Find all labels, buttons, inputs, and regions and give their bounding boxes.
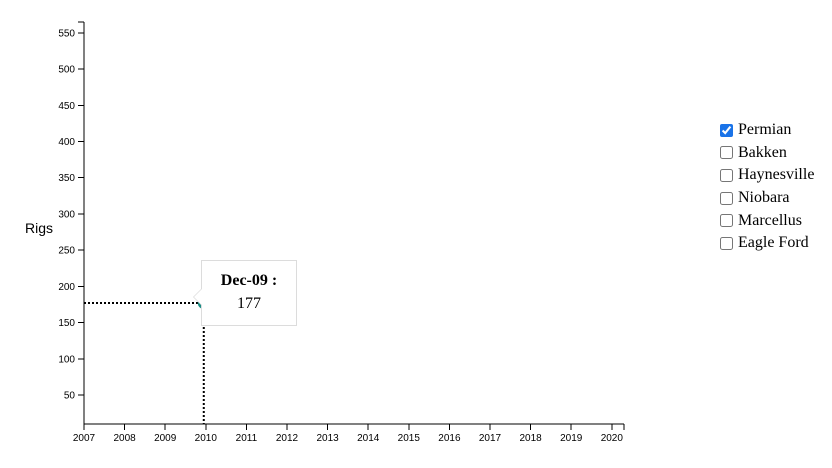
x-tick-label: 2017 [479, 433, 502, 444]
bakken-checkbox[interactable] [720, 146, 733, 160]
x-tick-label: 2012 [276, 433, 299, 444]
tooltip-value: 177 [237, 295, 261, 312]
y-tick-label: 300 [58, 209, 75, 220]
y-axis: 50 100 150 200 250 300 350 400 450 500 550 [58, 21, 85, 424]
y-tick-label: 550 [58, 28, 75, 39]
legend-item-bakken[interactable]: Bakken [719, 142, 814, 165]
haynesville-checkbox[interactable] [720, 168, 733, 182]
x-tick-label: 2011 [236, 433, 258, 444]
legend-item-niobara[interactable]: Niobara [719, 187, 814, 210]
legend-label: Permian [738, 121, 792, 139]
y-axis-label: Rigs [25, 220, 53, 236]
x-tick-label: 2016 [438, 433, 461, 444]
legend-item-permian[interactable]: Permian [719, 119, 814, 142]
x-tick-label: 2007 [73, 433, 96, 444]
x-axis: 2007 2008 2009 2010 2011 2012 2013 2014 2015 2016… [73, 423, 625, 444]
y-tick-label: 200 [58, 282, 75, 293]
x-tick-label: 2009 [154, 433, 177, 444]
y-tick-label: 500 [58, 65, 75, 76]
hover-guide-lines [84, 302, 205, 424]
marcellus-checkbox[interactable] [720, 214, 733, 228]
x-tick-label: 2018 [519, 433, 542, 444]
y-tick-label: 350 [58, 173, 75, 184]
x-tick-label: 2019 [560, 433, 583, 444]
niobara-checkbox[interactable] [720, 191, 733, 205]
permian-checkbox[interactable] [720, 123, 733, 137]
x-tick-label: 2015 [398, 433, 421, 444]
legend-label: Niobara [738, 189, 790, 207]
x-tick-label: 2020 [601, 433, 624, 444]
legend-label: Eagle Ford [738, 234, 809, 252]
y-tick-label: 400 [58, 137, 75, 148]
x-tick-label: 2010 [195, 433, 218, 444]
legend-label: Bakken [738, 143, 787, 161]
x-tick-label: 2013 [316, 433, 339, 444]
y-tick-label: 50 [64, 391, 76, 402]
y-tick-label: 250 [58, 246, 75, 257]
x-tick-label: 2008 [113, 433, 136, 444]
legend-item-eagle-ford[interactable]: Eagle Ford [719, 232, 814, 255]
y-tick-label: 100 [58, 354, 75, 365]
tooltip-date: Dec-09 : [220, 272, 278, 289]
basin-legend: Permian Bakken Haynesville Niobara Marce… [719, 119, 814, 255]
data-tooltip: Dec-09 : 177 [193, 260, 297, 326]
legend-item-haynesville[interactable]: Haynesville [719, 164, 814, 187]
y-tick-label: 150 [58, 318, 75, 329]
eagle-ford-checkbox[interactable] [720, 236, 733, 250]
x-tick-label: 2014 [357, 433, 380, 444]
legend-label: Haynesville [738, 166, 815, 184]
legend-item-marcellus[interactable]: Marcellus [719, 209, 814, 232]
legend-label: Marcellus [738, 211, 802, 229]
y-tick-label: 450 [58, 101, 75, 112]
